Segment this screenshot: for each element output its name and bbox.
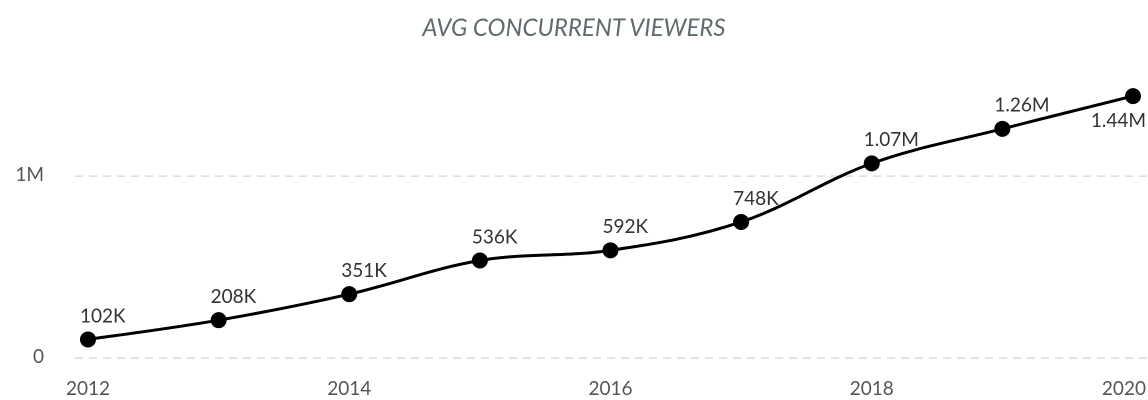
data-label: 208K: [211, 285, 257, 308]
x-tick-label: 2020: [1102, 377, 1146, 400]
marker: [994, 120, 1011, 137]
marker: [863, 155, 880, 172]
marker: [210, 312, 227, 329]
data-label: 748K: [733, 187, 779, 210]
marker: [733, 213, 750, 230]
x-tick-label: 2016: [588, 377, 632, 400]
data-label: 1.26M: [994, 94, 1049, 117]
chart-title: AVG CONCURRENT VIEWERS: [421, 13, 725, 42]
data-label: 351K: [341, 259, 387, 282]
x-tick-label: 2018: [850, 377, 894, 400]
marker: [471, 252, 488, 269]
data-label: 102K: [80, 304, 126, 327]
data-label: 1.44M: [1091, 109, 1146, 132]
data-label: 536K: [472, 225, 518, 248]
marker: [341, 286, 358, 303]
marker: [80, 331, 96, 348]
x-tick-label: 2014: [327, 377, 371, 400]
y-tick-label: 1M: [15, 163, 44, 186]
data-label: 1.07M: [864, 128, 919, 151]
marker: [1125, 88, 1141, 105]
y-tick-label: 0: [33, 345, 44, 368]
marker: [602, 242, 619, 259]
x-tick-label: 2012: [66, 377, 110, 400]
data-label: 592K: [603, 215, 649, 238]
